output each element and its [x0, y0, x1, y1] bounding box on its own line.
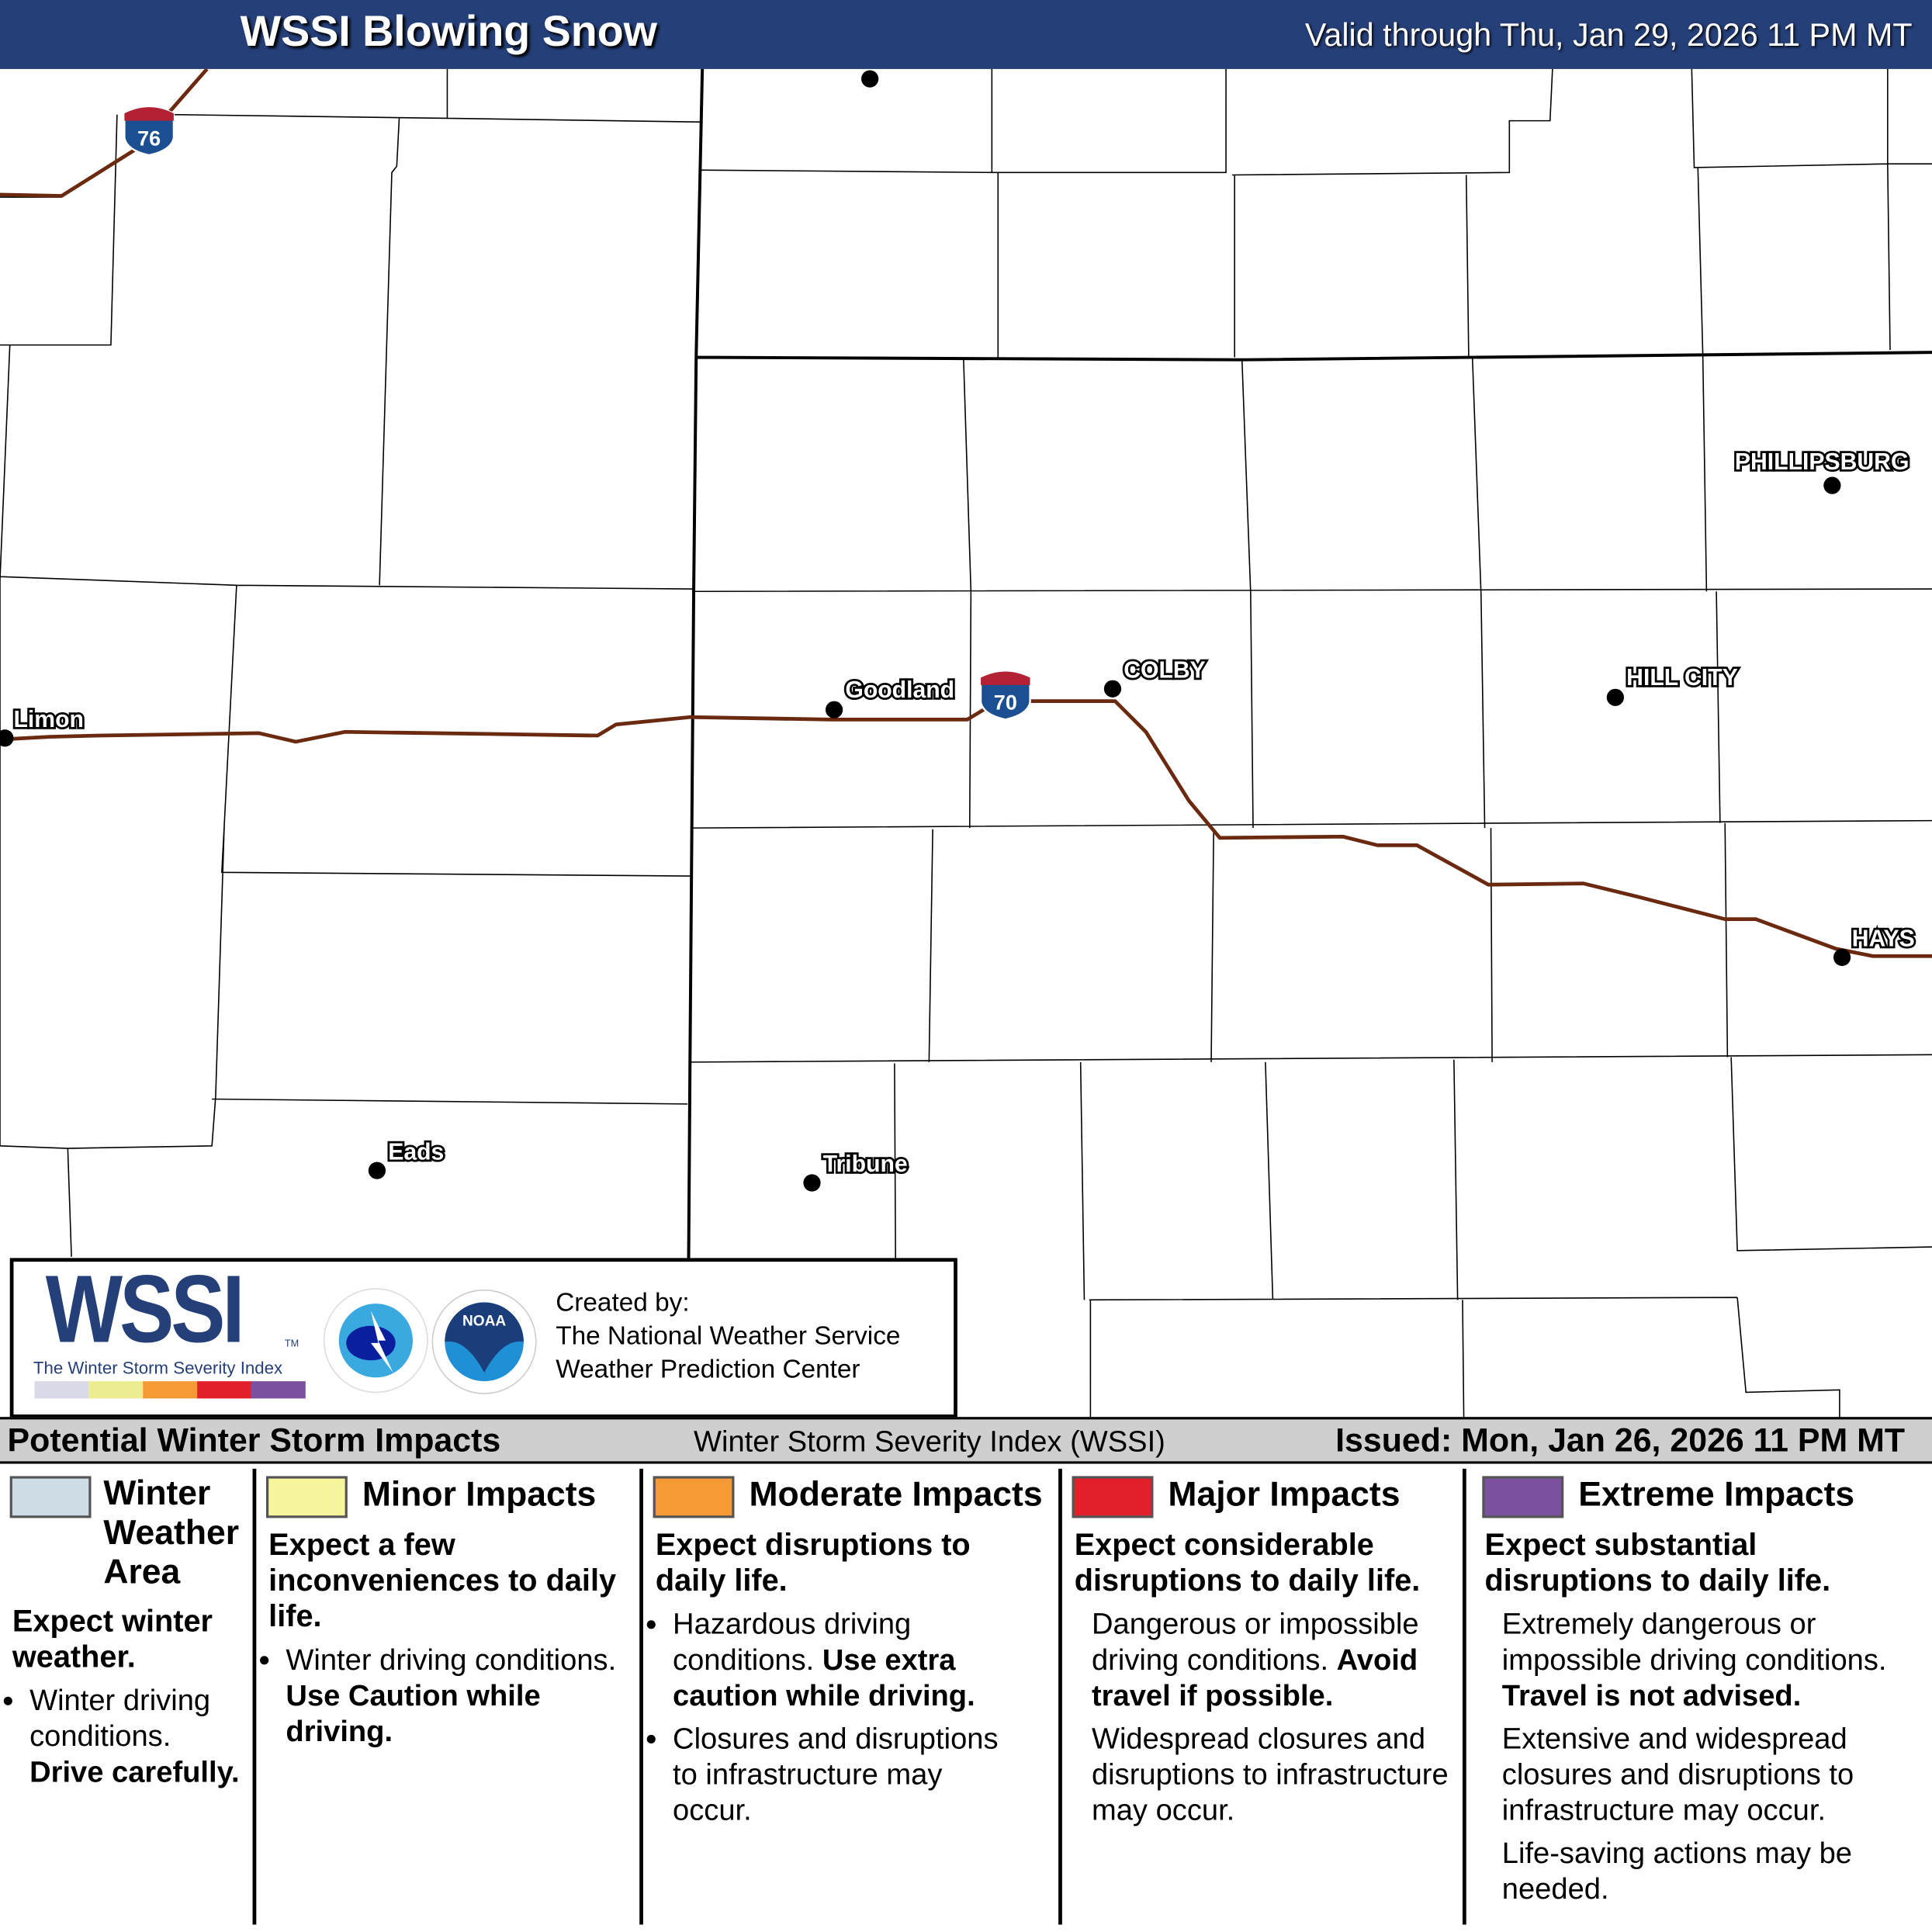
- org-nws: The National Weather Service: [556, 1321, 901, 1351]
- city-label-hill-city: HILL CITY: [1626, 665, 1738, 691]
- city-label-limon: Limon: [13, 707, 83, 732]
- legend-winter-weather-area: Winter Weather Area Expect winter weathe…: [9, 1464, 251, 1923]
- wssi-logo: WSSI: [45, 1254, 245, 1363]
- state-lines: [686, 68, 1932, 1418]
- impact-legend: Winter Weather Area Expect winter weathe…: [0, 1463, 1932, 1932]
- created-by-label: Created by:: [556, 1289, 690, 1317]
- legend-header: Potential Winter Storm Impacts Winter St…: [0, 1417, 1932, 1464]
- city-label-phillipsburg: PHILLIPSBURG: [1735, 449, 1909, 475]
- legend-major-impacts: Major Impacts Expect considerable disrup…: [1072, 1464, 1460, 1923]
- wssi-color-bar: [34, 1381, 306, 1399]
- map-title: WSSI Blowing Snow: [240, 7, 657, 56]
- legend-minor-impacts: Minor Impacts Expect a few inconvenience…: [266, 1464, 635, 1923]
- valid-through: Valid through Thu, Jan 29, 2026 11 PM MT: [1304, 16, 1913, 54]
- svg-text:70: 70: [994, 691, 1017, 715]
- city-label-hays: HAYS: [1852, 926, 1915, 952]
- wssi-subtitle: The Winter Storm Severity Index: [33, 1357, 283, 1378]
- interstate-70-shield: 70: [979, 670, 1031, 721]
- legend-index-name: Winter Storm Severity Index (WSSI): [694, 1425, 1165, 1459]
- trademark: TM: [284, 1338, 299, 1349]
- city-label-tribune: Tribune: [823, 1151, 908, 1177]
- interstate-76-route: [0, 68, 209, 198]
- map-area: Limon Goodland COLBY HILL CITY PHILLIPSB…: [0, 68, 1932, 1418]
- city-markers: [0, 70, 1851, 1192]
- credits-box: WSSI TM The Winter Storm Severity Index …: [9, 1254, 957, 1418]
- svg-text:76: 76: [137, 126, 161, 150]
- svg-text:NOAA: NOAA: [462, 1314, 506, 1330]
- nws-logo: [323, 1288, 428, 1394]
- noaa-logo: NOAA: [431, 1289, 537, 1394]
- created-by-text: Created by: The National Weather Service…: [556, 1286, 900, 1387]
- city-label-colby: COLBY: [1124, 657, 1206, 683]
- header-bar: WSSI Blowing Snow Valid through Thu, Jan…: [0, 0, 1932, 69]
- legend-moderate-impacts: Moderate Impacts Expect disruptions to d…: [653, 1464, 1054, 1923]
- interstate-76-shield: 76: [123, 106, 175, 157]
- legend-title: Potential Winter Storm Impacts: [7, 1421, 501, 1459]
- county-lines: [0, 68, 1932, 1418]
- interstate-70-route: [5, 699, 1932, 958]
- city-label-eads: Eads: [388, 1139, 444, 1165]
- org-wpc: Weather Prediction Center: [556, 1355, 860, 1384]
- issued-time: Issued: Mon, Jan 26, 2026 11 PM MT: [1335, 1421, 1906, 1459]
- city-label-goodland: Goodland: [845, 677, 954, 703]
- highway-routes: [0, 68, 1932, 958]
- legend-extreme-impacts: Extreme Impacts Expect substantial disru…: [1482, 1464, 1926, 1923]
